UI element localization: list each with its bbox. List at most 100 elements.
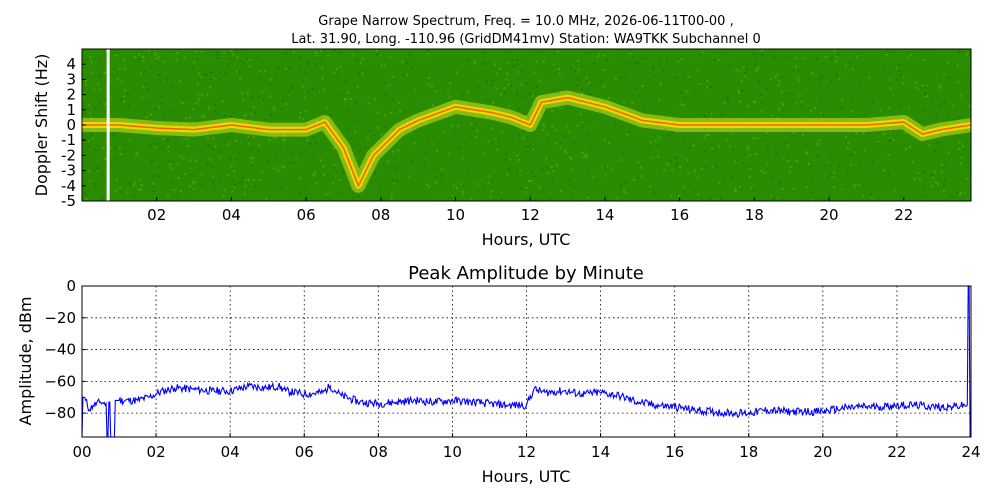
noise-speck [470,197,473,200]
noise-speck [688,75,691,78]
noise-speck [529,142,532,145]
noise-speck [666,163,669,166]
noise-speck [484,151,487,154]
noise-speck [838,164,841,167]
noise-speck [847,142,850,145]
noise-speck [878,89,881,92]
noise-speck [207,144,210,147]
noise-speck [200,184,203,187]
noise-speck [247,179,250,182]
noise-speck [392,179,395,182]
noise-speck [887,170,890,173]
noise-speck [784,142,787,144]
noise-speck [648,79,651,82]
noise-speck [711,166,714,169]
noise-speck [275,136,277,139]
noise-speck [556,50,559,53]
noise-speck [644,58,647,61]
noise-speck [386,160,389,163]
noise-speck [469,137,472,140]
noise-speck [590,84,592,87]
noise-speck [703,136,706,139]
noise-speck [338,178,341,181]
noise-speck [475,136,478,138]
noise-speck [529,93,532,96]
noise-speck [230,57,233,60]
amplitude-x-axis-label: Hours, UTC [482,467,571,486]
noise-speck [167,139,170,142]
noise-speck [731,132,734,135]
noise-speck [242,99,245,102]
noise-speck [710,147,713,150]
spectrogram-x-tick-label: 16 [670,206,689,224]
noise-speck [377,126,379,129]
noise-speck [222,194,225,197]
noise-speck [193,61,196,63]
noise-speck [588,93,591,96]
noise-speck [167,195,169,198]
noise-speck [770,196,773,199]
noise-speck [952,104,955,107]
noise-speck [569,67,572,70]
noise-speck [223,114,226,117]
noise-speck [304,185,307,188]
noise-speck [711,167,714,170]
noise-speck [356,120,359,123]
noise-speck [198,79,201,82]
noise-speck [781,103,784,106]
noise-speck [778,182,781,185]
noise-speck [413,142,416,145]
noise-speck [174,143,177,146]
noise-speck [654,139,657,142]
noise-speck [462,190,465,193]
noise-speck [585,52,588,55]
noise-speck [248,184,251,187]
noise-speck [905,148,907,151]
noise-speck [542,123,545,125]
noise-speck [310,143,313,146]
noise-speck [507,83,510,86]
noise-speck [128,105,130,108]
noise-speck [242,61,245,64]
noise-speck [292,99,295,102]
noise-speck [654,191,656,194]
noise-speck [851,110,854,113]
noise-speck [937,183,940,185]
noise-speck [752,52,755,55]
noise-speck [390,197,393,200]
noise-speck [284,138,286,141]
noise-speck [391,193,394,196]
noise-speck [889,87,892,90]
noise-speck [306,139,309,142]
noise-speck [193,188,196,191]
noise-speck [285,94,288,97]
noise-speck [688,147,691,149]
noise-speck [801,100,804,103]
noise-speck [287,91,290,93]
noise-speck [318,90,321,93]
noise-speck [551,178,554,181]
noise-speck [426,183,429,186]
noise-speck [522,130,525,133]
noise-speck [145,82,148,85]
noise-speck [366,136,369,139]
noise-speck [295,158,298,161]
noise-speck [933,170,936,173]
noise-speck [96,170,99,172]
noise-speck [805,186,808,189]
noise-speck [355,156,358,159]
noise-speck [877,141,879,143]
noise-speck [226,63,229,66]
noise-speck [812,187,815,190]
noise-speck [683,74,686,77]
noise-speck [493,72,496,75]
noise-speck [143,112,145,115]
noise-speck [347,129,349,132]
noise-speck [436,149,439,152]
noise-speck [576,84,578,87]
noise-speck [770,114,773,117]
noise-speck [92,71,95,74]
noise-speck [189,159,192,162]
noise-speck [207,115,210,118]
